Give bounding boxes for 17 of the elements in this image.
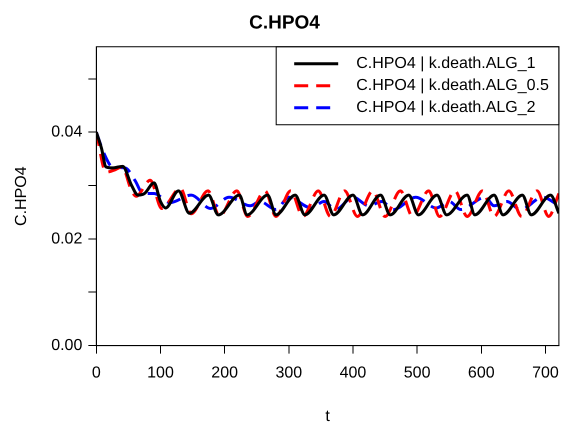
y-tick-label: 0.02 [51,230,82,248]
x-tick-label: 400 [340,364,366,382]
x-tick-label: 600 [468,364,495,382]
x-tick-label: 200 [211,364,238,382]
x-tick-label: 100 [147,364,174,382]
y-axis-title: C.HPO4 [13,166,30,226]
x-tick-label: 300 [275,364,302,382]
x-tick-label: 700 [532,364,559,382]
legend-label: C.HPO4 | k.death.ALG_1 [356,55,536,72]
y-tick-label: 0.04 [51,124,82,141]
legend-label: C.HPO4 | k.death.ALG_2 [356,99,536,116]
legend-label: C.HPO4 | k.death.ALG_0.5 [356,77,549,94]
x-axis-title: t [325,408,330,425]
x-tick-label: 500 [404,364,431,382]
x-tick-label: 0 [92,364,101,382]
y-tick-label: 0.00 [51,337,82,354]
chart-title: C.HPO4 [249,12,320,34]
